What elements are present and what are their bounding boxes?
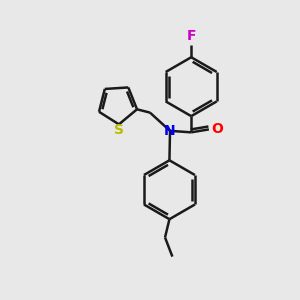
Text: N: N [164, 124, 176, 138]
Text: O: O [211, 122, 223, 136]
Text: F: F [187, 29, 196, 44]
Text: S: S [114, 123, 124, 136]
